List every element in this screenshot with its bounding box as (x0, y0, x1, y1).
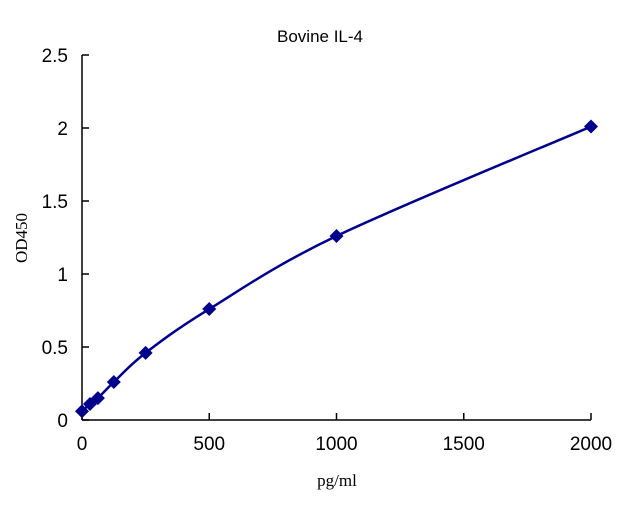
chart-title: Bovine IL-4 (277, 27, 363, 46)
standard-curve-line (81, 125, 592, 413)
x-tick-label: 1000 (315, 434, 357, 455)
y-tick-label: 0.5 (42, 338, 68, 359)
diamond-marker (138, 345, 153, 360)
x-tick-label: 1500 (443, 434, 485, 455)
diamond-marker (202, 302, 217, 317)
x-axis-ticks: 0 500 1000 1500 2000 (77, 413, 612, 455)
diamond-marker (90, 391, 105, 406)
diamond-marker (329, 229, 344, 244)
y-tick-label: 2.5 (42, 46, 68, 67)
y-tick-label: 2 (57, 119, 68, 140)
x-tick-label: 0 (77, 434, 88, 455)
diamond-marker (106, 375, 121, 390)
y-tick-label: 1.5 (42, 192, 68, 213)
y-axis-label: OD450 (12, 213, 31, 263)
data-point-markers (75, 119, 598, 419)
x-axis-label: pg/ml (317, 471, 357, 490)
x-tick-label: 500 (193, 434, 225, 455)
y-tick-label: 1 (57, 265, 68, 286)
y-tick-label: 0 (57, 411, 68, 432)
diamond-marker (75, 404, 89, 419)
x-tick-label: 2000 (570, 434, 612, 455)
y-axis-ticks: 0 0.5 1 1.5 2 2.5 (42, 46, 89, 432)
diamond-marker (584, 119, 598, 134)
